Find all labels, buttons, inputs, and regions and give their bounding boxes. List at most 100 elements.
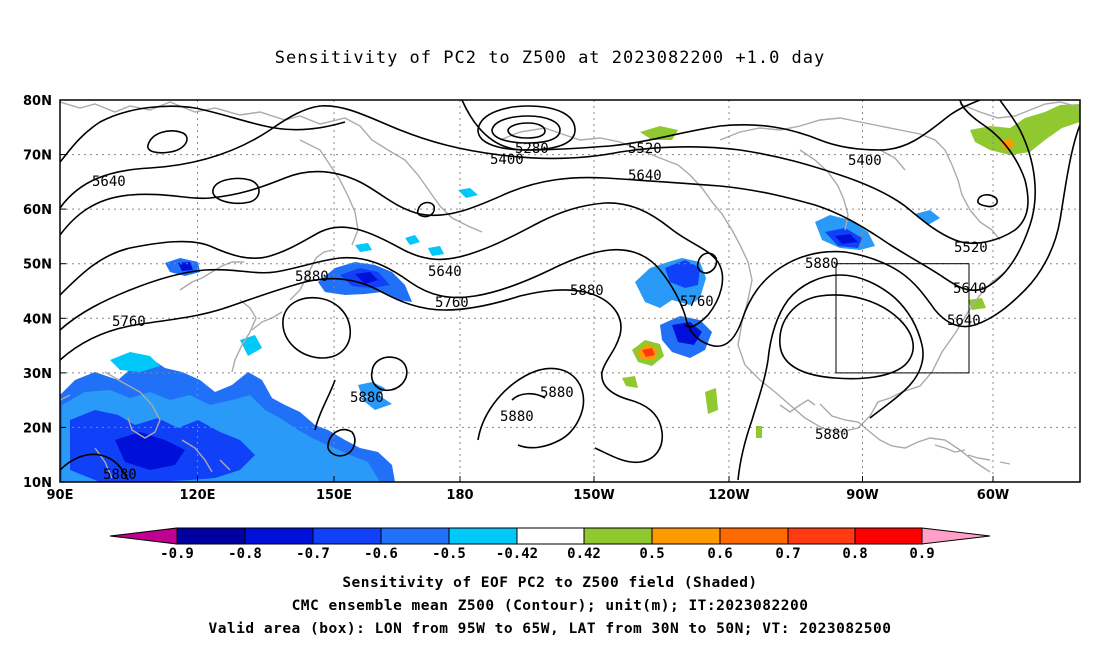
- lat-label-40n: 40N: [23, 312, 52, 327]
- coast-siberia: [60, 101, 483, 246]
- coast-canada: [719, 117, 1001, 241]
- colorbar-labels: -0.9 -0.8 -0.7 -0.6 -0.5 -0.42 0.42 0.5 …: [160, 546, 935, 562]
- coast-alaska: [499, 127, 1006, 433]
- colorbar-label: 0.7: [775, 546, 800, 562]
- lon-label-90e: 90E: [47, 488, 74, 503]
- colorbar-swatch: [312, 527, 382, 545]
- lat-label-50n: 50N: [23, 258, 52, 273]
- shade-region-sw-core: [115, 432, 185, 470]
- coast-japan: [179, 249, 334, 373]
- colorbar-label: 0.9: [909, 546, 934, 562]
- contour-5880-sw2: [327, 428, 356, 457]
- lon-label-120e: 120E: [179, 488, 215, 503]
- contour-5760: [60, 124, 1080, 347]
- lon-label-90w: 90W: [846, 488, 878, 503]
- shade-orange-atl: [1000, 138, 1015, 150]
- contour-5400-ring: [212, 177, 260, 205]
- lon-label-180: 180: [446, 488, 473, 503]
- contour-label: 5640: [92, 174, 126, 190]
- contour-5520: [60, 100, 1029, 244]
- colorbar-swatch: [380, 527, 450, 545]
- shade-kuril-core: [355, 272, 378, 284]
- lat-label-60n: 60N: [23, 203, 52, 218]
- colorbar-label: -0.8: [228, 546, 262, 562]
- caption-line-2: CMC ensemble mean Z500 (Contour); unit(m…: [291, 598, 809, 614]
- contour-5880: [60, 277, 664, 464]
- valid-area-box: [835, 263, 970, 374]
- shade-region-sw-patches: [110, 335, 262, 372]
- colorbar-swatch: [516, 527, 585, 545]
- contour-label: 5640: [428, 264, 462, 280]
- contour-label: 5880: [815, 427, 849, 443]
- contour-label: 5880: [103, 467, 137, 483]
- tick-marks: [59, 99, 994, 482]
- colorbar-swatch: [719, 527, 789, 545]
- contour-5880-ring3: [370, 356, 408, 392]
- contour-label: 5520: [954, 240, 988, 256]
- contour-5880-wp: [314, 379, 336, 431]
- contour-5280-ring: [477, 105, 576, 151]
- caption-line-3: Valid area (box): LON from 95W to 65W, L…: [208, 621, 892, 637]
- coast-sea: [60, 371, 231, 479]
- contour-label: 5760: [112, 314, 146, 330]
- colorbar-swatch: [176, 527, 246, 545]
- contour-label: 5760: [435, 295, 469, 311]
- colorbar-swatch: [448, 527, 518, 545]
- contour-label: 5640: [947, 313, 981, 329]
- colorbar-end-low: [109, 527, 178, 545]
- plot-title: Sensitivity of PC2 to Z500 at 2023082200…: [274, 48, 826, 68]
- colorbar-swatch: [787, 527, 856, 545]
- lat-label-10n: 10N: [23, 476, 52, 491]
- contour-5400-w: [60, 105, 346, 163]
- colorbar-label: 0.6: [707, 546, 732, 562]
- contour-5880-ring1: [779, 294, 914, 380]
- contour-label: 5760: [680, 294, 714, 310]
- lon-label-150w: 150W: [573, 488, 614, 503]
- lon-label-60w: 60W: [977, 488, 1009, 503]
- contour-5400: [461, 100, 981, 151]
- colorbar-swatch: [244, 527, 314, 545]
- shade-gulf-dark: [665, 260, 700, 288]
- colorbar-swatch: [854, 527, 923, 545]
- contour-label: 5880: [295, 269, 329, 285]
- contour-5760-small: [696, 252, 718, 274]
- contour-5400-small: [147, 130, 188, 154]
- contour-5880-ring2: [282, 296, 351, 359]
- contour-labels: 5280 5400 5520 5640 5400 5640 5640 5520 …: [92, 141, 988, 483]
- shade-calif-core: [672, 322, 702, 345]
- coast-greenland: [959, 101, 1080, 119]
- shade-hudson-core: [835, 234, 858, 244]
- latitude-labels: 80N 70N 60N 50N 40N 30N 20N 10N: [23, 94, 52, 491]
- contour-label: 5880: [805, 256, 839, 272]
- contour-5640-small: [416, 201, 436, 218]
- colorbar: [109, 527, 991, 545]
- contour-label: 5880: [570, 283, 604, 299]
- colorbar-label: 0.8: [842, 546, 867, 562]
- contour-5640-b: [60, 202, 724, 328]
- contour-label: 5280: [515, 141, 549, 157]
- shade-asia-small-core: [178, 262, 193, 271]
- colorbar-swatch: [651, 527, 721, 545]
- shade-lab: [915, 210, 940, 225]
- contour-label: 5880: [540, 385, 574, 401]
- lat-label-70n: 70N: [23, 149, 52, 164]
- colorbar-label: -0.7: [296, 546, 330, 562]
- contour-label: 5640: [953, 281, 987, 297]
- contour-label: 5880: [500, 409, 534, 425]
- colorbar-label: 0.5: [639, 546, 664, 562]
- shade-green-atl: [968, 104, 1080, 310]
- coast-gulf: [779, 399, 816, 413]
- longitude-labels: 90E 120E 150E 180 150W 120W 90W 60W: [47, 488, 1010, 503]
- shade-small-lows: [358, 382, 392, 410]
- contour-5880-low1: [477, 367, 585, 449]
- contour-5280-inner: [491, 115, 561, 144]
- map-frame: [59, 99, 1081, 483]
- contour-label: 5400: [490, 152, 524, 168]
- contour-5880-sw: [60, 453, 129, 481]
- lat-label-30n: 30N: [23, 367, 52, 382]
- shade-orange-3: [642, 348, 655, 357]
- lat-label-80n: 80N: [23, 94, 52, 109]
- contour-label: 5640: [628, 168, 662, 184]
- colorbar-label: -0.9: [160, 546, 194, 562]
